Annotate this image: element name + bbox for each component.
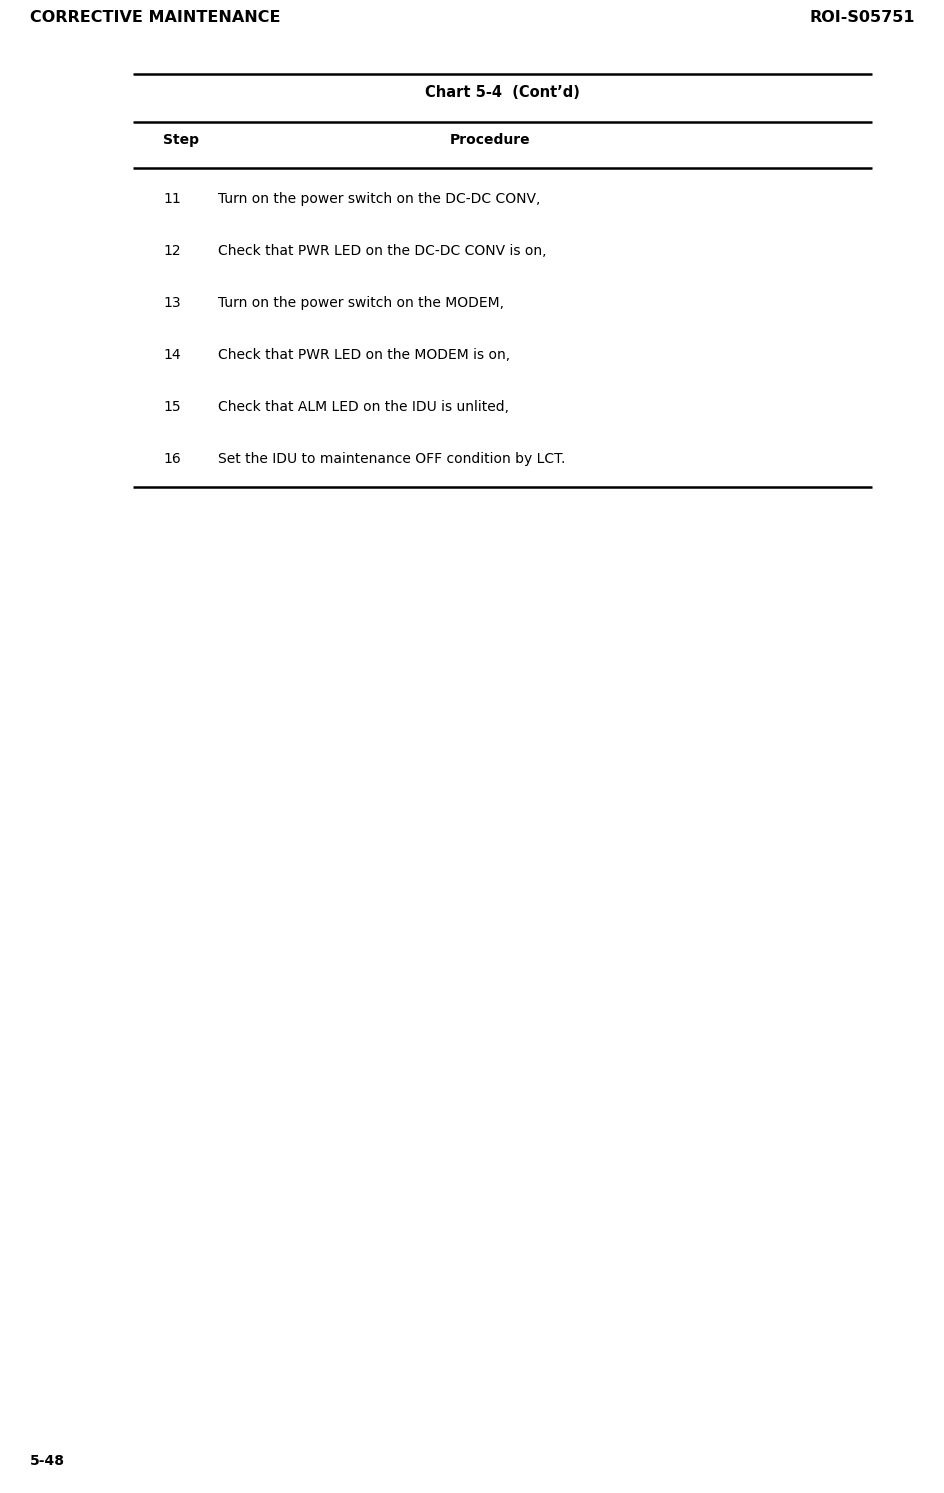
Text: Set the IDU to maintenance OFF condition by LCT.: Set the IDU to maintenance OFF condition… [218, 452, 565, 466]
Text: 16: 16 [162, 452, 180, 466]
Text: 12: 12 [162, 243, 180, 258]
Text: Procedure: Procedure [449, 133, 530, 146]
Text: CORRECTIVE MAINTENANCE: CORRECTIVE MAINTENANCE [30, 10, 280, 25]
Text: Turn on the power switch on the MODEM,: Turn on the power switch on the MODEM, [218, 296, 503, 311]
Text: Check that ALM LED on the IDU is unlited,: Check that ALM LED on the IDU is unlited… [218, 400, 509, 414]
Text: 14: 14 [162, 348, 180, 361]
Text: Step: Step [162, 133, 199, 146]
Text: Check that PWR LED on the DC-DC CONV is on,: Check that PWR LED on the DC-DC CONV is … [218, 243, 546, 258]
Text: 5-48: 5-48 [30, 1454, 65, 1468]
Text: ROI-S05751: ROI-S05751 [809, 10, 914, 25]
Text: 13: 13 [162, 296, 180, 311]
Text: Chart 5-4  (Cont’d): Chart 5-4 (Cont’d) [425, 85, 580, 100]
Text: Check that PWR LED on the MODEM is on,: Check that PWR LED on the MODEM is on, [218, 348, 510, 361]
Text: Turn on the power switch on the DC-DC CONV,: Turn on the power switch on the DC-DC CO… [218, 193, 540, 206]
Text: 11: 11 [162, 193, 180, 206]
Text: 15: 15 [162, 400, 180, 414]
